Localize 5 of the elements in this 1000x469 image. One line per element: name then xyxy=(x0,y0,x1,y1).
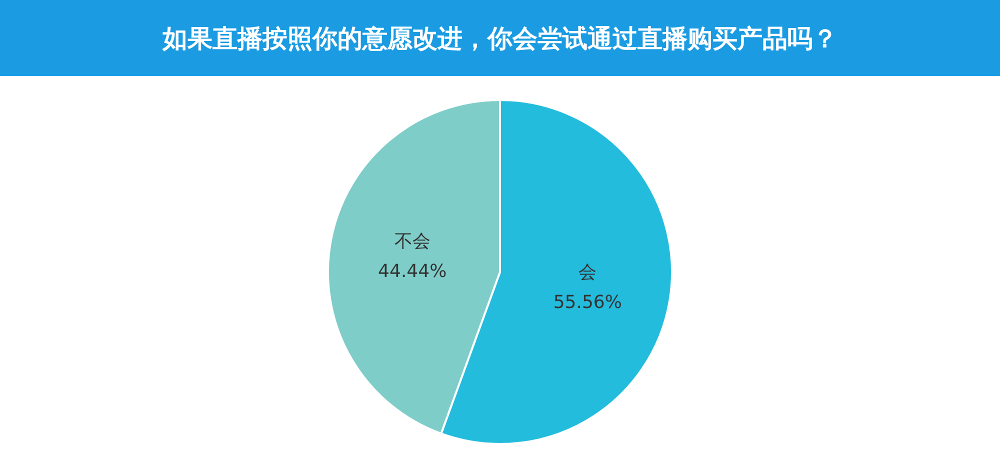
chart-title: 如果直播按照你的意愿改进，你会尝试通过直播购买产品吗？ xyxy=(0,0,1000,76)
data-label: 44.44% xyxy=(378,261,447,282)
slice-label: 会 xyxy=(578,262,597,283)
slice-label: 不会 xyxy=(394,231,430,252)
data-label: 55.56% xyxy=(553,292,622,313)
